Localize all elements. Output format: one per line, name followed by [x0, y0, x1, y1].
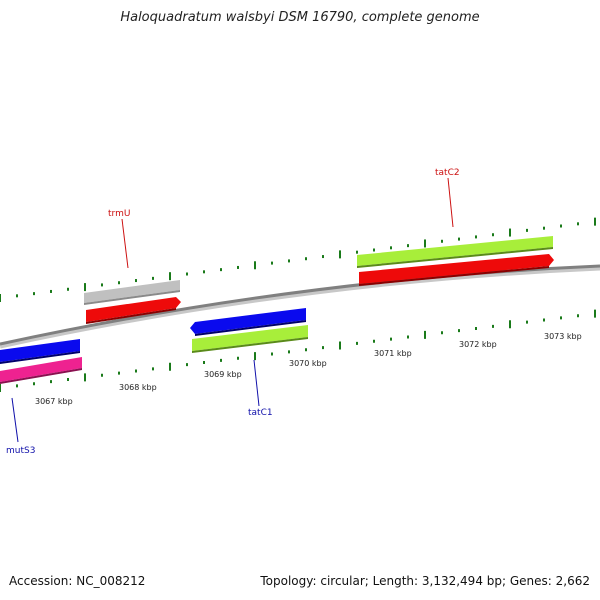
kbp-label-3069: 3069 kbp: [204, 370, 242, 379]
accession-label: Accession: NC_008212: [9, 574, 146, 588]
trmU-pointer: [121, 218, 129, 269]
feature-tatC2-red[interactable]: [359, 254, 554, 286]
gene-label-trmU[interactable]: trmU: [108, 209, 130, 219]
genome-backbone-shadow: [0, 265, 600, 349]
feature-mutS3-pink[interactable]: [0, 357, 82, 384]
mutS3-pointer: [11, 397, 19, 443]
kbp-label-3068: 3068 kbp: [119, 383, 157, 392]
outer-tick-track: [0, 217, 596, 302]
feature-trmU-gray[interactable]: [84, 280, 180, 305]
gene-label-mutS3[interactable]: mutS3: [6, 446, 35, 456]
tatC1-pointer: [253, 359, 260, 407]
kbp-label-3067: 3067 kbp: [35, 397, 73, 406]
feature-tatC1-blue[interactable]: [190, 308, 306, 336]
gene-label-tatC1[interactable]: tatC1: [248, 408, 273, 418]
inner-tick-track: [0, 309, 596, 392]
genome-title: Haloquadratum walsbyi DSM 16790, complet…: [120, 10, 480, 25]
feature-tatC1-green[interactable]: [192, 325, 308, 353]
feature-tatC2-green[interactable]: [357, 236, 553, 268]
feature-mutS3-blue[interactable]: [0, 339, 80, 364]
gene-label-tatC2[interactable]: tatC2: [435, 168, 460, 178]
genome-summary-label: Topology: circular; Length: 3,132,494 bp…: [260, 574, 590, 588]
kbp-label-3070: 3070 kbp: [289, 359, 327, 368]
kbp-label-3073: 3073 kbp: [544, 332, 582, 341]
kbp-label-3071: 3071 kbp: [374, 349, 412, 358]
feature-trmU-red[interactable]: [86, 297, 181, 324]
tatC2-pointer: [447, 177, 454, 228]
kbp-label-3072: 3072 kbp: [459, 340, 497, 349]
